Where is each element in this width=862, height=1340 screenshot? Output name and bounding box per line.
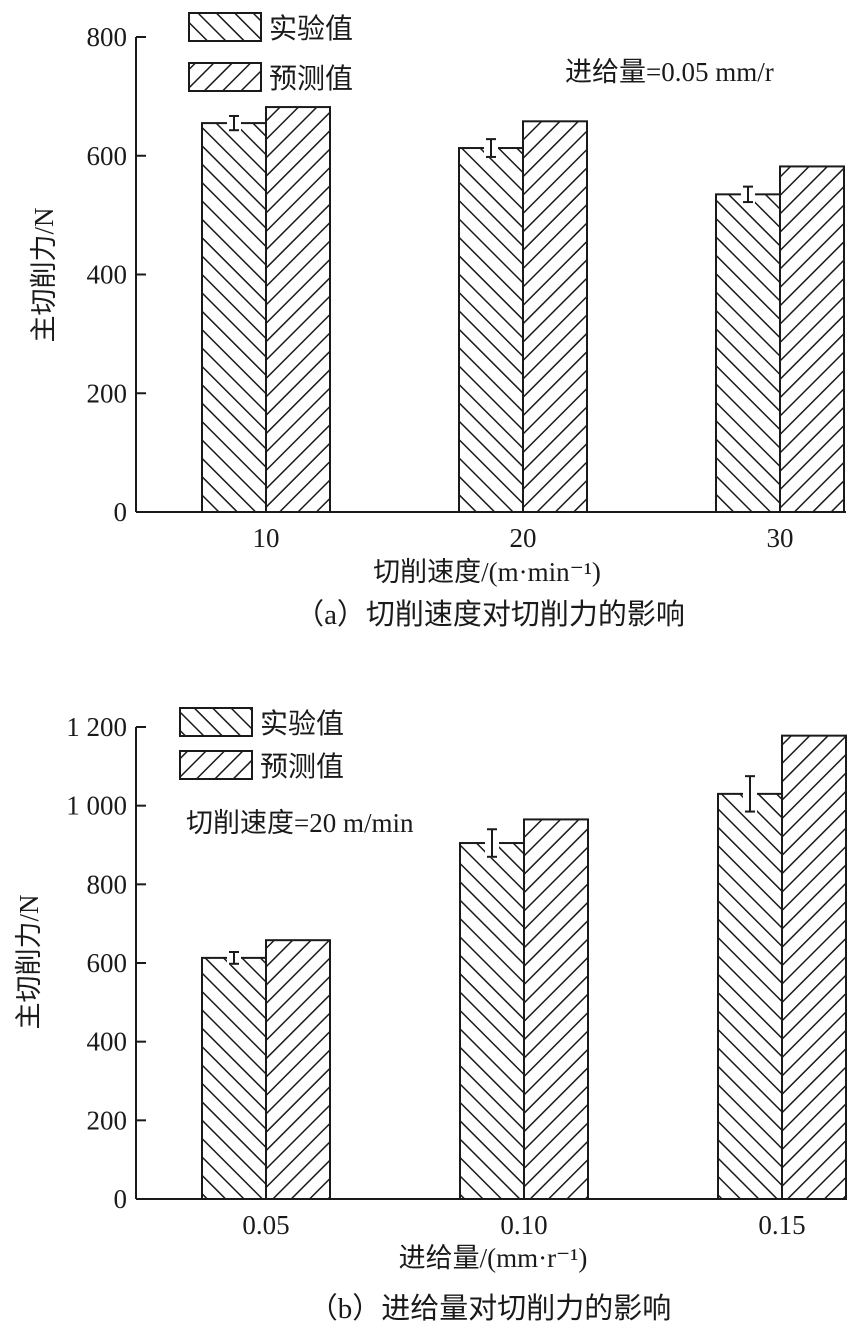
- legend-label: 预测值: [260, 751, 344, 783]
- error-bar: [743, 775, 757, 813]
- bars-a: [201, 106, 845, 513]
- y-tick-label: 400: [87, 260, 128, 290]
- chart-panel-b: 0 200 400 600 800 1 000 1 200 0.05 0.10 0.15 实验值…: [14, 707, 847, 1325]
- y-tick-label: 800: [87, 869, 128, 899]
- error-bar: [741, 185, 755, 204]
- legend-swatch: [179, 707, 253, 737]
- bar-experimental: [458, 147, 524, 513]
- bar-predicted: [779, 165, 845, 513]
- legend-swatch: [188, 12, 262, 42]
- error-bar: [227, 950, 241, 965]
- x-tick-label: 30: [767, 523, 794, 553]
- y-tick-label: 1 000: [66, 791, 127, 821]
- error-bar: [485, 828, 499, 858]
- error-bar: [227, 114, 241, 132]
- legend-label: 预测值: [269, 63, 353, 95]
- y-tick-label: 0: [114, 1184, 128, 1214]
- error-bar: [484, 138, 498, 158]
- y-tick-label: 1 200: [66, 712, 127, 742]
- bar-experimental: [201, 956, 267, 1200]
- x-ticks-b: 0.05 0.10 0.15: [242, 1210, 805, 1240]
- bar-experimental: [717, 792, 783, 1200]
- x-ticks-a: 10 20 30: [253, 523, 794, 553]
- legend-label: 实验值: [269, 13, 353, 45]
- bar-predicted: [265, 939, 331, 1200]
- y-ticks-a: 0 200 400 600 800: [87, 22, 146, 527]
- bar-predicted: [781, 734, 847, 1200]
- bar-predicted: [523, 818, 589, 1201]
- y-axis-label-b: 主切削力/N: [14, 895, 44, 1030]
- x-tick-label: 0.05: [242, 1210, 289, 1240]
- y-tick-label: 0: [114, 497, 128, 527]
- y-tick-label: 400: [87, 1027, 128, 1057]
- bar-experimental: [715, 193, 781, 513]
- y-axis-label-a: 主切削力/N: [29, 208, 59, 343]
- x-tick-label: 20: [510, 523, 537, 553]
- bars-b: [201, 734, 847, 1201]
- bar-experimental: [201, 122, 267, 513]
- caption-a: （a）切削速度对切削力的影响: [295, 598, 685, 631]
- legend-swatch: [188, 62, 262, 92]
- y-tick-label: 600: [87, 948, 128, 978]
- legend-label: 实验值: [260, 708, 344, 740]
- caption-b: （b）进给量对切削力的影响: [309, 1292, 672, 1325]
- bar-experimental: [459, 842, 525, 1200]
- bar-predicted: [522, 120, 588, 513]
- y-tick-label: 200: [87, 378, 128, 408]
- x-axis-label-b: 进给量/(mm·r⁻¹): [399, 1243, 588, 1273]
- annotation-b: 切削速度=20 m/min: [186, 808, 414, 838]
- x-tick-label: 0.10: [500, 1210, 547, 1240]
- y-tick-label: 800: [87, 22, 128, 52]
- annotation-a: 进给量=0.05 mm/r: [565, 57, 774, 87]
- x-axis-label-a: 切削速度/(m·min⁻¹): [373, 557, 601, 587]
- bar-predicted: [265, 106, 331, 513]
- legend-swatch: [179, 750, 253, 780]
- x-tick-label: 10: [253, 523, 280, 553]
- y-tick-label: 600: [87, 141, 128, 171]
- x-tick-label: 0.15: [758, 1210, 805, 1240]
- y-ticks-b: 0 200 400 600 800 1 000 1 200: [66, 712, 146, 1214]
- y-tick-label: 200: [87, 1105, 128, 1135]
